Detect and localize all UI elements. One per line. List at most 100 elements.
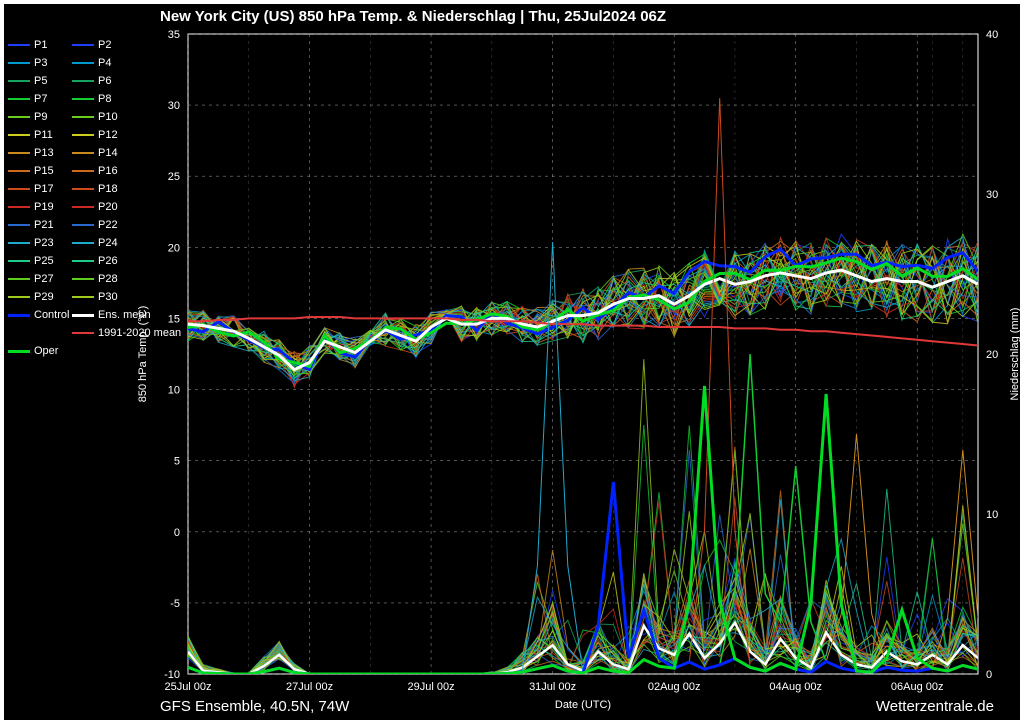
legend-swatch — [8, 152, 30, 154]
svg-text:31Jul 00z: 31Jul 00z — [529, 681, 576, 693]
svg-text:20: 20 — [986, 349, 998, 361]
svg-text:5: 5 — [174, 456, 180, 468]
legend-swatch — [8, 188, 30, 190]
svg-text:27Jul 00z: 27Jul 00z — [286, 681, 333, 693]
svg-text:0: 0 — [174, 527, 180, 539]
legend-label: P2 — [98, 39, 111, 51]
chart-stage: { "canvas": {"w":1024,"h":727,"bg":"#fff… — [0, 0, 1024, 727]
legend-item-p23: P23 — [8, 234, 54, 252]
legend-swatch — [72, 116, 94, 118]
legend-item-p1: P1 — [8, 36, 47, 54]
legend-label: P23 — [34, 237, 54, 249]
legend-swatch — [72, 242, 94, 244]
legend-label: P15 — [34, 165, 54, 177]
svg-text:-5: -5 — [170, 598, 180, 610]
legend-item-p28: P28 — [72, 270, 118, 288]
legend-label: P17 — [34, 183, 54, 195]
legend-item-p9: P9 — [8, 108, 47, 126]
legend-label: P19 — [34, 201, 54, 213]
legend-item-p8: P8 — [72, 90, 111, 108]
legend-swatch — [72, 314, 94, 317]
legend-label: P24 — [98, 237, 118, 249]
legend-swatch — [72, 260, 94, 262]
legend-item-p10: P10 — [72, 108, 118, 126]
legend-swatch — [72, 224, 94, 226]
legend-swatch — [8, 350, 30, 353]
legend-label: P10 — [98, 111, 118, 123]
legend-swatch — [72, 152, 94, 154]
legend-swatch — [72, 134, 94, 136]
legend-label: P21 — [34, 219, 54, 231]
legend-label: P22 — [98, 219, 118, 231]
legend-swatch — [72, 296, 94, 298]
legend-swatch — [8, 134, 30, 136]
legend-label: P11 — [34, 129, 53, 141]
svg-text:Niederschlag (mm): Niederschlag (mm) — [1009, 308, 1021, 401]
svg-text:-10: -10 — [164, 669, 180, 681]
legend-label: P4 — [98, 57, 111, 69]
legend-item-p2: P2 — [72, 36, 111, 54]
legend-label: Ens. mean — [98, 309, 151, 321]
legend-swatch — [8, 80, 30, 82]
legend-label: P26 — [98, 255, 118, 267]
legend-swatch — [72, 206, 94, 208]
svg-text:25Jul 00z: 25Jul 00z — [164, 681, 211, 693]
legend-swatch — [8, 224, 30, 226]
legend-label: P29 — [34, 291, 54, 303]
legend-item-p11: P11 — [8, 126, 53, 144]
svg-text:0: 0 — [986, 669, 992, 681]
svg-text:10: 10 — [168, 385, 180, 397]
legend-label: P6 — [98, 75, 111, 87]
legend-label: P12 — [98, 129, 118, 141]
legend-item-p5: P5 — [8, 72, 47, 90]
legend-item-p22: P22 — [72, 216, 118, 234]
legend-swatch — [8, 62, 30, 64]
legend-item-p21: P21 — [8, 216, 54, 234]
legend-swatch — [8, 242, 30, 244]
svg-text:35: 35 — [168, 29, 180, 41]
legend-item-p16: P16 — [72, 162, 118, 180]
legend-label: P3 — [34, 57, 47, 69]
legend-item-p18: P18 — [72, 180, 118, 198]
legend-item-1991-2020-mean: 1991-2020 mean — [72, 324, 181, 342]
legend-swatch — [8, 296, 30, 298]
legend-item-p15: P15 — [8, 162, 54, 180]
svg-text:25: 25 — [168, 171, 180, 183]
legend-swatch — [8, 260, 30, 262]
legend-item-p4: P4 — [72, 54, 111, 72]
legend-swatch — [8, 44, 30, 46]
svg-text:30: 30 — [168, 100, 180, 112]
legend-swatch — [72, 44, 94, 46]
legend-item-oper: Oper — [8, 342, 58, 360]
legend-swatch — [8, 278, 30, 280]
legend-label: P9 — [34, 111, 47, 123]
legend-item-p7: P7 — [8, 90, 47, 108]
legend-label: P27 — [34, 273, 54, 285]
legend-label: P13 — [34, 147, 54, 159]
legend-item-p29: P29 — [8, 288, 54, 306]
svg-text:29Jul 00z: 29Jul 00z — [408, 681, 455, 693]
legend-swatch — [8, 314, 30, 317]
legend-label: Control — [34, 309, 69, 321]
legend-swatch — [8, 206, 30, 208]
legend-label: P20 — [98, 201, 118, 213]
legend-item-p14: P14 — [72, 144, 118, 162]
legend-item-p24: P24 — [72, 234, 118, 252]
legend-item-p20: P20 — [72, 198, 118, 216]
legend-label: Oper — [34, 345, 58, 357]
legend-item-p12: P12 — [72, 126, 118, 144]
legend-label: P25 — [34, 255, 54, 267]
svg-text:04Aug 00z: 04Aug 00z — [769, 681, 822, 693]
legend-swatch — [72, 170, 94, 172]
legend-swatch — [8, 116, 30, 118]
legend-item-ens-mean: Ens. mean — [72, 306, 151, 324]
svg-text:02Aug 00z: 02Aug 00z — [648, 681, 701, 693]
legend-swatch — [72, 332, 94, 334]
legend-label: P30 — [98, 291, 118, 303]
legend-swatch — [72, 98, 94, 100]
svg-text:40: 40 — [986, 29, 998, 41]
legend-item-p27: P27 — [8, 270, 54, 288]
legend-item-p19: P19 — [8, 198, 54, 216]
chart-svg: -10-50510152025303501020304025Jul 00z27J… — [0, 0, 1024, 727]
legend-label: P5 — [34, 75, 47, 87]
